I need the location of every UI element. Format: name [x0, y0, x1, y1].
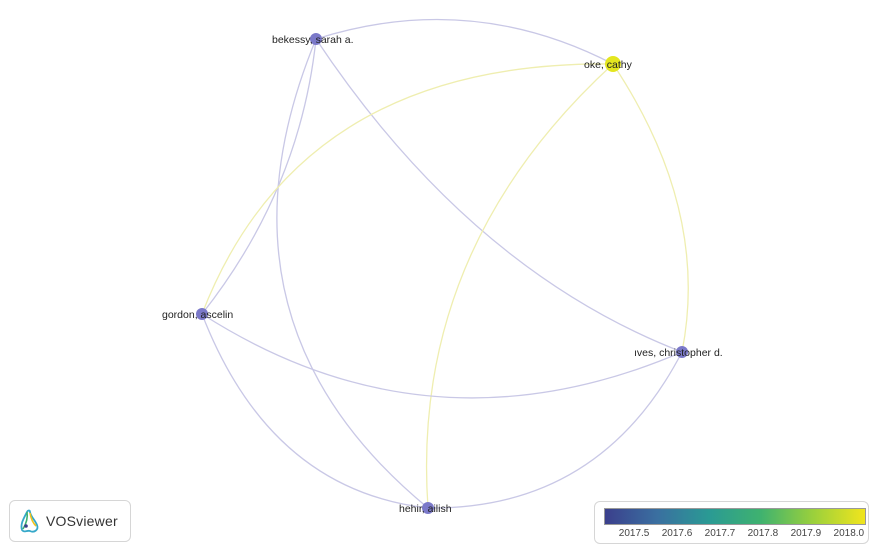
node-label-ives[interactable]: ıves, christopher d.: [634, 347, 723, 359]
node-label-hehir[interactable]: hehir, ailish: [399, 503, 452, 515]
link-bekessy-ives[interactable]: [315, 38, 683, 353]
node-circle-bekessy[interactable]: [310, 33, 322, 45]
link-bekessy-gordon[interactable]: [201, 38, 317, 315]
legend-tick-label: 2018.0: [833, 528, 865, 539]
legend-tick-label: 2017.5: [618, 528, 650, 539]
link-oke-hehir[interactable]: [425, 63, 614, 509]
nodes-layer: bekessy, sarah a. oke, cathy gordon, ascel…: [162, 33, 723, 515]
links-layer: [201, 18, 689, 509]
node-label-oke[interactable]: oke, cathy: [584, 59, 633, 71]
legend-tick-label: 2017.9: [790, 528, 822, 539]
logo-text: VOSviewer: [46, 513, 118, 529]
link-gordon-ives[interactable]: [201, 313, 683, 399]
node-ives[interactable]: ıves, christopher d.: [634, 346, 723, 359]
node-hehir[interactable]: hehir, ailish: [399, 502, 452, 515]
node-oke[interactable]: oke, cathy: [584, 56, 633, 72]
legend-tick-label: 2017.7: [704, 528, 736, 539]
node-circle-gordon[interactable]: [196, 308, 208, 320]
color-legend: 2017.5 2017.6 2017.7 2017.8 2017.9 2018.0: [594, 501, 869, 544]
link-ives-hehir[interactable]: [427, 351, 683, 509]
node-label-bekessy[interactable]: bekessy, sarah a.: [272, 34, 354, 46]
legend-tick-label: 2017.6: [661, 528, 693, 539]
node-circle-oke[interactable]: [605, 56, 621, 72]
node-bekessy[interactable]: bekessy, sarah a.: [272, 33, 354, 46]
link-gordon-hehir[interactable]: [201, 313, 429, 509]
vosviewer-logo-icon: [20, 509, 39, 533]
node-label-gordon[interactable]: gordon, ascelin: [162, 309, 233, 321]
link-oke-gordon[interactable]: [201, 63, 614, 315]
legend-color-bar: [604, 508, 866, 525]
link-bekessy-hehir[interactable]: [276, 38, 429, 509]
node-circle-ives[interactable]: [676, 346, 688, 358]
node-gordon[interactable]: gordon, ascelin: [162, 308, 233, 321]
link-oke-ives[interactable]: [612, 63, 689, 353]
legend-tick-label: 2017.8: [747, 528, 779, 539]
vosviewer-logo[interactable]: VOSviewer: [9, 500, 131, 542]
link-bekessy-oke[interactable]: [315, 18, 614, 65]
node-circle-hehir[interactable]: [422, 502, 434, 514]
